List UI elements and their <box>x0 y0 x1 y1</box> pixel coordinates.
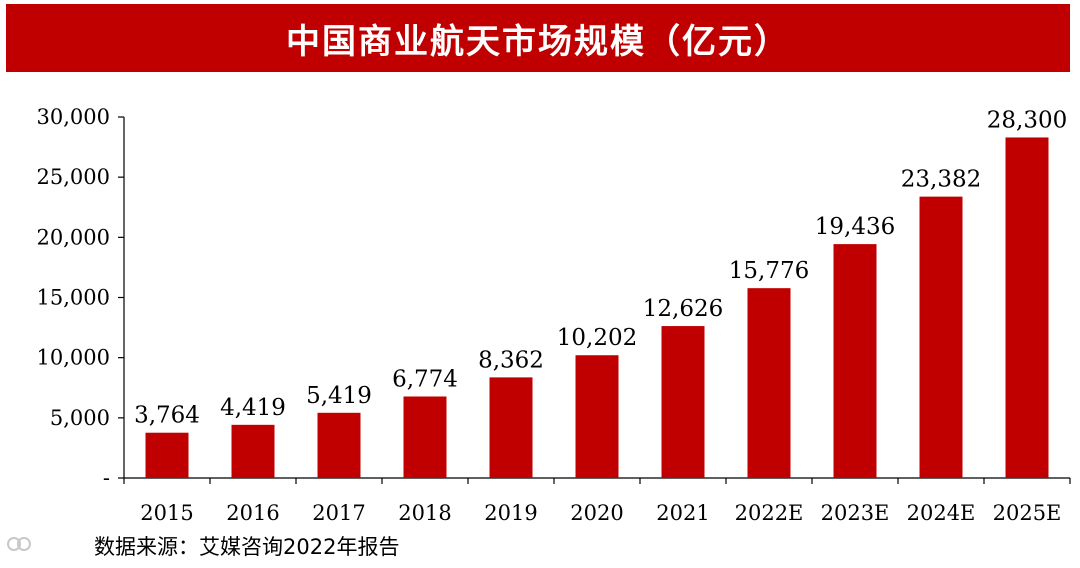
data-label-2022E: 15,776 <box>729 258 809 284</box>
y-tick-label: 30,000 <box>37 105 110 129</box>
data-label-2020: 10,202 <box>557 325 637 351</box>
x-tick-label-2018: 2018 <box>398 501 451 525</box>
chart-title-bar: 中国商业航天市场规模（亿元） <box>6 4 1070 72</box>
data-source: 数据来源：艾媒咨询2022年报告 <box>94 535 400 559</box>
y-tick-label: 25,000 <box>37 165 110 189</box>
x-tick-label-2019: 2019 <box>484 501 537 525</box>
x-tick-label-2021: 2021 <box>656 501 709 525</box>
x-tick-label-2023E: 2023E <box>821 501 890 525</box>
bar-2018 <box>403 396 447 478</box>
watermark <box>6 534 32 554</box>
bar-2019 <box>489 377 533 478</box>
data-label-2023E: 19,436 <box>815 214 895 240</box>
bar-2017 <box>317 412 361 478</box>
bar-2024E <box>919 196 963 478</box>
y-tick-label: 10,000 <box>37 346 110 370</box>
data-label-2016: 4,419 <box>220 395 286 421</box>
x-tick-label-2016: 2016 <box>226 501 279 525</box>
x-tick-label-2020: 2020 <box>570 501 623 525</box>
data-label-2025E: 28,300 <box>987 107 1067 133</box>
bar-2022E <box>747 288 791 478</box>
data-label-2017: 5,419 <box>306 383 372 409</box>
chart-title: 中国商业航天市场规模（亿元） <box>286 21 790 62</box>
x-tick-label-2022E: 2022E <box>735 501 804 525</box>
x-tick-label-2024E: 2024E <box>907 501 976 525</box>
data-label-2021: 12,626 <box>643 296 723 322</box>
bar-2015 <box>145 432 189 478</box>
y-tick-label: - <box>103 466 110 490</box>
data-label-2018: 6,774 <box>392 366 458 392</box>
bar-2016 <box>231 424 275 478</box>
bar-2021 <box>661 326 705 478</box>
bar-2025E <box>1005 137 1049 478</box>
x-tick-label-2025E: 2025E <box>993 501 1062 525</box>
y-tick-label: 15,000 <box>37 286 110 310</box>
data-label-2024E: 23,382 <box>901 167 981 193</box>
x-tick-label-2015: 2015 <box>140 501 193 525</box>
data-label-2015: 3,764 <box>134 403 200 429</box>
watermark-logo-icon <box>7 537 31 551</box>
bar-2020 <box>575 355 619 478</box>
data-label-2019: 8,362 <box>478 347 544 373</box>
y-tick-label: 20,000 <box>37 225 110 249</box>
y-tick-label: 5,000 <box>50 406 110 430</box>
x-tick-label-2017: 2017 <box>312 501 365 525</box>
bar-2023E <box>833 244 877 478</box>
